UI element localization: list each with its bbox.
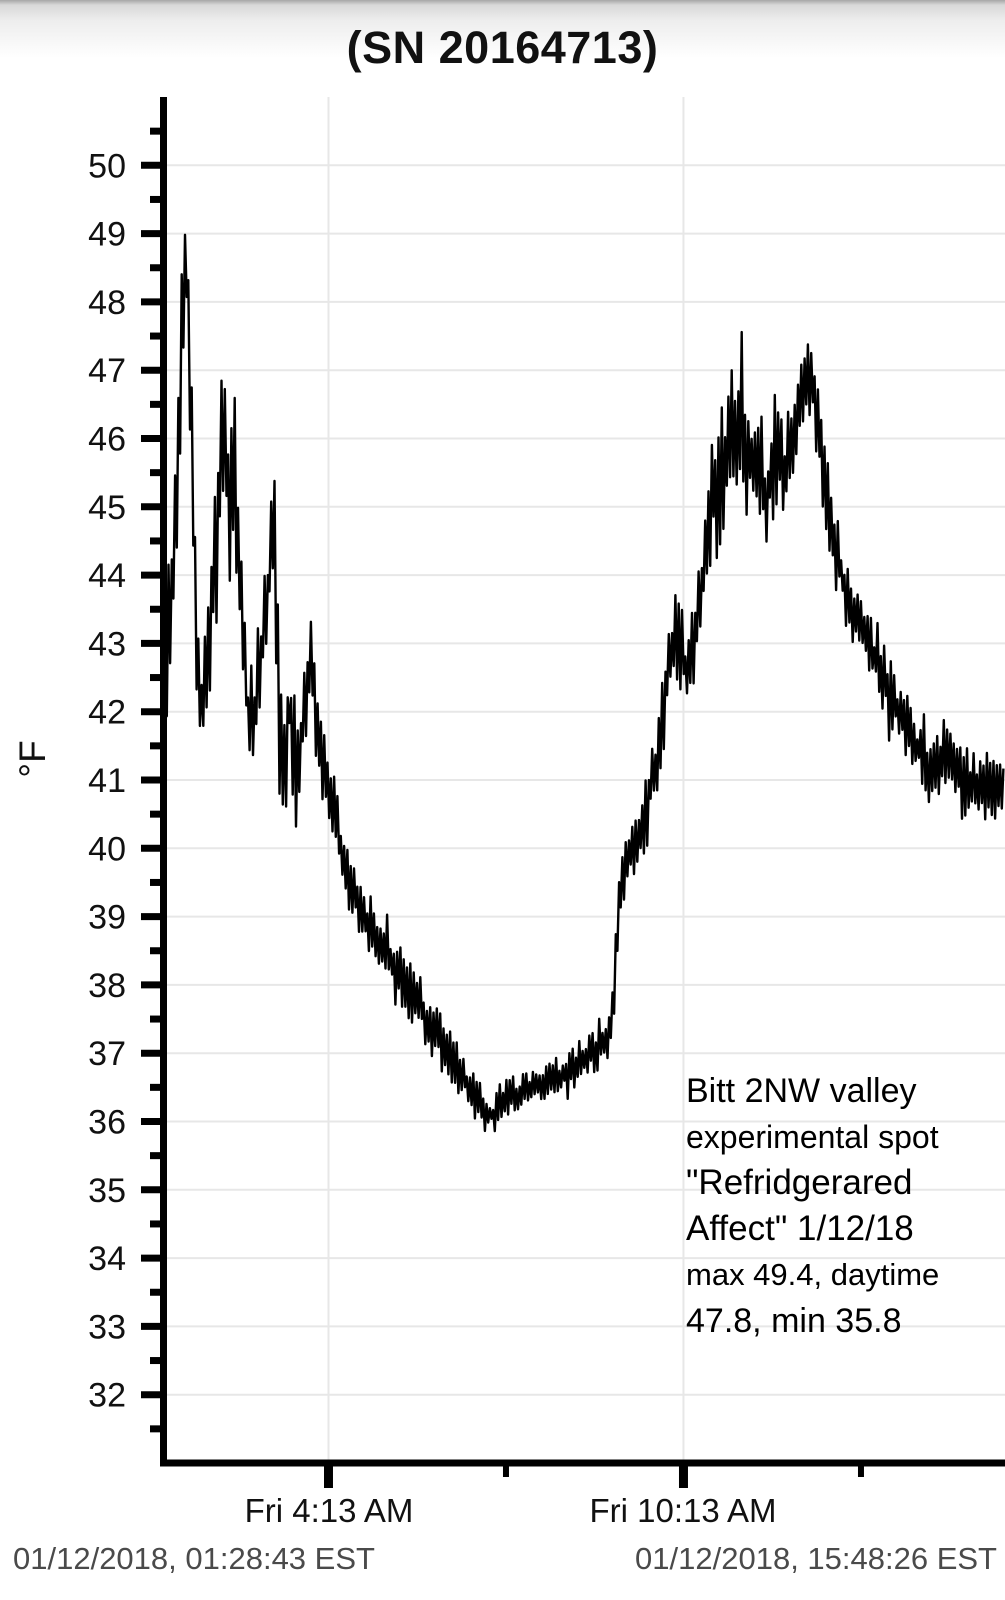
y-tick-label: 41 (88, 762, 126, 800)
x-tick-label-fri-413am: Fri 4:13 AM (244, 1492, 414, 1529)
y-tick-label: 33 (88, 1308, 126, 1346)
annotation-line-quote-2: Affect" 1/12/18 (686, 1209, 914, 1248)
y-tick-label: 39 (88, 899, 126, 937)
annotation-line-spot: experimental spot (686, 1119, 939, 1155)
temperature-trace (162, 233, 1005, 1133)
y-tick-label: 36 (88, 1104, 126, 1142)
y-tick-label: 46 (88, 421, 126, 459)
annotation-line-quote-1: "Refridgerared (686, 1163, 913, 1202)
y-tick-label: 32 (88, 1377, 126, 1415)
y-axis-label: °F (12, 740, 53, 778)
y-tick-label: 38 (88, 967, 126, 1005)
y-tick-label: 34 (88, 1240, 126, 1278)
chart-title: (SN 20164713) (346, 22, 659, 73)
y-tick-label: 48 (88, 284, 126, 322)
y-tick-label: 44 (88, 557, 126, 595)
y-tick-label: 45 (88, 489, 126, 527)
y-tick-label: 49 (88, 216, 126, 254)
top-gradient (0, 0, 1005, 60)
y-tick-label: 50 (88, 147, 126, 185)
y-tick-label: 43 (88, 625, 126, 663)
annotation-line-stats-1: max 49.4, daytime (686, 1257, 940, 1292)
y-tick-label: 35 (88, 1172, 126, 1210)
annotation-line-stats-2: 47.8, min 35.8 (686, 1302, 902, 1340)
y-tick-label: 40 (88, 830, 126, 868)
annotation-line-location: Bitt 2NW valley (686, 1072, 917, 1110)
x-tick-label-fri-1013am: Fri 10:13 AM (589, 1492, 777, 1529)
y-tick-label: 47 (88, 352, 126, 390)
footer-start-timestamp: 01/12/2018, 01:28:43 EST (13, 1541, 375, 1576)
annotation-block: Bitt 2NW valley experimental spot "Refri… (686, 1068, 939, 1344)
y-tick-label: 42 (88, 694, 126, 732)
footer-end-timestamp: 01/12/2018, 15:48:26 EST (635, 1541, 997, 1576)
y-tick-label: 37 (88, 1035, 126, 1073)
